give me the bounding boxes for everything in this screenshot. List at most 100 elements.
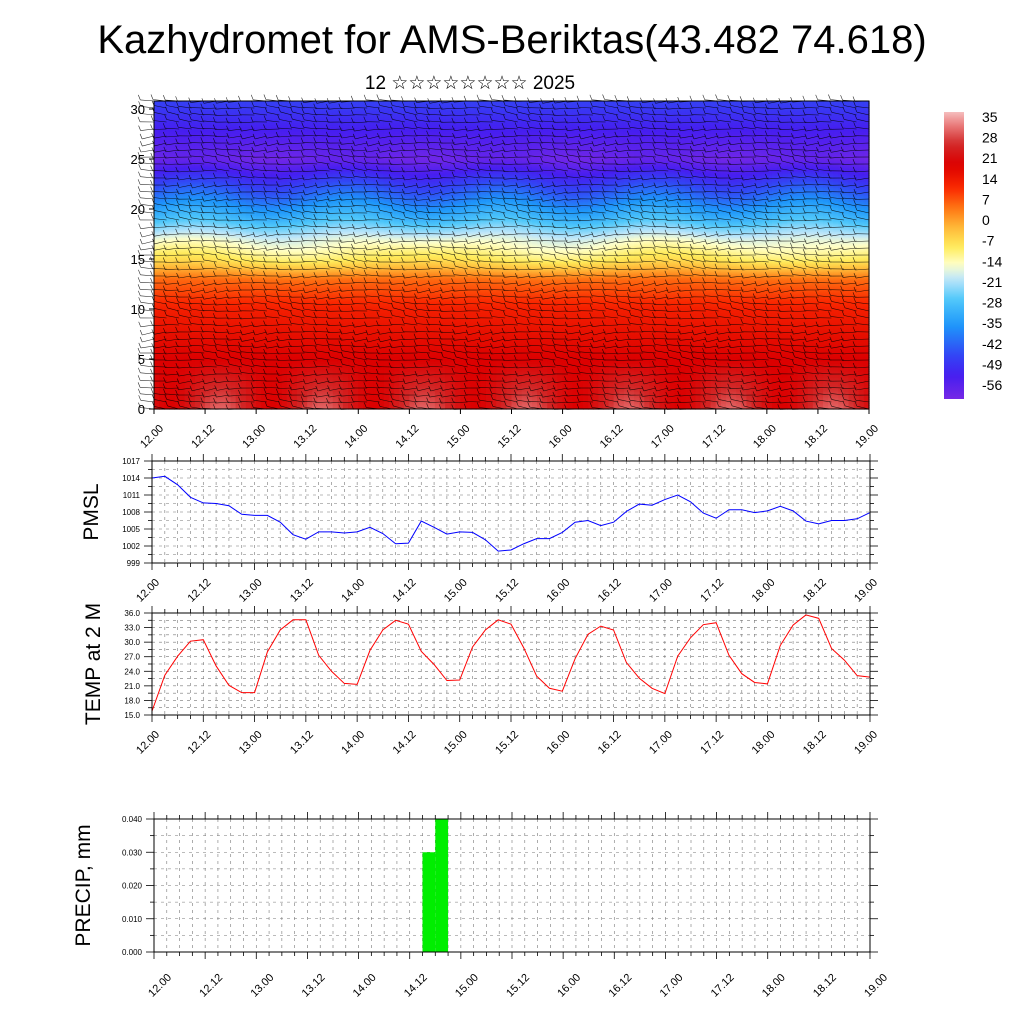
temperature-cell <box>230 333 237 336</box>
temperature-cell <box>159 261 165 264</box>
temperature-cell <box>205 373 211 376</box>
temperature-cell <box>220 245 227 248</box>
temperature-cell <box>164 405 170 408</box>
temperature-cell <box>225 141 232 144</box>
temperature-cell <box>220 369 227 372</box>
temperature-cell <box>154 263 160 266</box>
temperature-cell <box>164 285 170 288</box>
temperature-cell <box>235 337 242 340</box>
temperature-cell <box>184 181 191 184</box>
temperature-cell <box>199 259 206 262</box>
temperature-cell <box>205 157 211 160</box>
temperature-cell <box>154 279 160 282</box>
temperature-cell <box>169 395 176 398</box>
temperature-cell <box>210 171 216 174</box>
temperature-cell <box>225 257 232 260</box>
temperature-cell <box>159 367 165 370</box>
temperature-cell <box>174 399 181 402</box>
temperature-cell <box>225 197 232 200</box>
temperature-cell <box>225 269 232 272</box>
temperature-cell <box>179 215 186 218</box>
temperature-cell <box>230 115 237 118</box>
temperature-cell <box>194 375 201 378</box>
temperature-cell <box>205 179 211 182</box>
temperature-cell <box>230 241 237 244</box>
temperature-cell <box>220 337 227 340</box>
temperature-cell <box>159 385 165 388</box>
temperature-cell <box>215 107 221 110</box>
temperature-cell <box>189 367 196 370</box>
temperature-cell <box>189 381 196 384</box>
temperature-cell <box>220 341 227 344</box>
temperature-cell <box>189 161 196 164</box>
temperature-cell <box>154 177 160 180</box>
temperature-cell <box>159 165 165 168</box>
temperature-cell <box>220 297 227 300</box>
temperature-cell <box>154 141 160 144</box>
temperature-cell <box>164 217 170 220</box>
temperature-cell <box>184 293 191 296</box>
temperature-cell <box>154 291 160 294</box>
temperature-cell <box>194 257 201 260</box>
temperature-cell <box>220 361 227 364</box>
temperature-cell <box>189 389 196 392</box>
temperature-cell <box>210 269 216 272</box>
temperature-cell <box>194 201 201 204</box>
temperature-cell <box>154 397 160 400</box>
temperature-cell <box>205 377 211 380</box>
temperature-cell <box>154 381 160 384</box>
temperature-cell <box>220 113 227 116</box>
temperature-cell <box>174 277 181 280</box>
temperature-cell <box>159 313 165 316</box>
temperature-cell <box>225 223 232 226</box>
temperature-cell <box>164 235 170 238</box>
temperature-cell <box>215 211 221 214</box>
temperature-cell <box>205 165 211 168</box>
temperature-cell <box>230 317 237 320</box>
temperature-cell <box>164 213 170 216</box>
temperature-cell <box>199 201 206 204</box>
temperature-cell <box>189 123 196 126</box>
temperature-cell <box>194 107 201 110</box>
temperature-cell <box>230 395 237 398</box>
temperature-cell <box>194 163 201 166</box>
temperature-cell <box>225 263 232 266</box>
temperature-cell <box>179 121 186 124</box>
temperature-cell <box>205 135 211 138</box>
temperature-cell <box>164 385 170 388</box>
temperature-cell <box>205 285 211 288</box>
temperature-cell <box>174 111 181 114</box>
temperature-cell <box>159 363 165 366</box>
temperature-cell <box>194 259 201 262</box>
temperature-cell <box>220 327 227 330</box>
temperature-cell <box>194 305 201 308</box>
temperature-cell <box>169 109 176 112</box>
temperature-cell <box>220 163 227 166</box>
temperature-cell <box>159 221 165 224</box>
temperature-cell <box>220 273 227 276</box>
temperature-cell <box>164 179 170 182</box>
temperature-cell <box>179 177 186 180</box>
temperature-cell <box>189 137 196 140</box>
temperature-cell <box>159 109 165 112</box>
temperature-cell <box>225 213 232 216</box>
temperature-cell <box>164 137 170 140</box>
temperature-cell <box>154 379 160 382</box>
temperature-cell <box>169 377 176 380</box>
temperature-cell <box>179 243 186 246</box>
temperature-cell <box>220 325 227 328</box>
temperature-cell <box>194 345 201 348</box>
temperature-cell <box>230 201 237 204</box>
temperature-cell <box>154 269 160 272</box>
temperature-cell <box>154 393 160 396</box>
temperature-cell <box>230 377 237 380</box>
temperature-cell <box>159 259 165 262</box>
temperature-cell <box>199 363 206 366</box>
temperature-cell <box>154 151 160 154</box>
temperature-cell <box>174 125 181 128</box>
temperature-cell <box>230 263 237 266</box>
temperature-cell <box>164 147 170 150</box>
temperature-cell <box>169 107 176 110</box>
temperature-cell <box>189 103 196 106</box>
temperature-cell <box>235 367 242 370</box>
